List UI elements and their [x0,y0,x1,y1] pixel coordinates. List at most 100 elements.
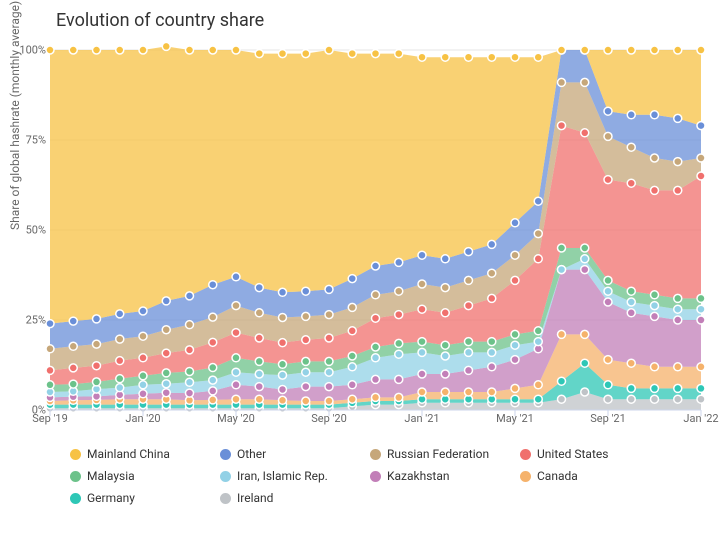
marker[interactable] [255,309,263,317]
marker[interactable] [186,292,194,300]
marker[interactable] [395,339,403,347]
marker[interactable] [395,311,403,319]
marker[interactable] [604,132,612,140]
marker[interactable] [534,327,542,335]
marker[interactable] [534,338,542,346]
marker[interactable] [372,393,380,401]
marker[interactable] [697,122,705,130]
marker[interactable] [372,354,380,362]
marker[interactable] [46,366,54,374]
marker[interactable] [116,310,124,318]
marker[interactable] [511,53,519,61]
marker[interactable] [604,395,612,403]
marker[interactable] [511,384,519,392]
marker[interactable] [697,46,705,54]
marker[interactable] [395,350,403,358]
marker[interactable] [325,397,333,405]
marker[interactable] [302,312,310,320]
marker[interactable] [372,291,380,299]
marker[interactable] [46,381,54,389]
marker[interactable] [488,269,496,277]
marker[interactable] [93,340,101,348]
marker[interactable] [279,313,287,321]
marker[interactable] [162,369,170,377]
marker[interactable] [162,380,170,388]
marker[interactable] [186,389,194,397]
marker[interactable] [162,326,170,334]
marker[interactable] [302,383,310,391]
marker[interactable] [674,158,682,166]
marker[interactable] [418,251,426,259]
marker[interactable] [488,338,496,346]
marker[interactable] [418,370,426,378]
marker[interactable] [651,46,659,54]
marker[interactable] [139,46,147,54]
marker[interactable] [186,378,194,386]
marker[interactable] [604,287,612,295]
marker[interactable] [581,266,589,274]
marker[interactable] [372,314,380,322]
marker[interactable] [604,176,612,184]
marker[interactable] [674,384,682,392]
marker[interactable] [209,281,217,289]
marker[interactable] [581,255,589,263]
marker[interactable] [604,46,612,54]
marker[interactable] [302,50,310,58]
marker[interactable] [488,363,496,371]
marker[interactable] [465,248,473,256]
marker[interactable] [441,370,449,378]
marker[interactable] [581,129,589,137]
marker[interactable] [465,302,473,310]
marker[interactable] [348,363,356,371]
legend-item-iran-islamic-rep-[interactable]: Iran, Islamic Rep. [220,467,370,485]
legend-item-malaysia[interactable]: Malaysia [70,467,220,485]
marker[interactable] [279,288,287,296]
marker[interactable] [139,354,147,362]
marker[interactable] [511,219,519,227]
marker[interactable] [279,360,287,368]
marker[interactable] [255,334,263,342]
marker[interactable] [209,313,217,321]
marker[interactable] [279,396,287,404]
marker[interactable] [395,375,403,383]
marker[interactable] [232,46,240,54]
marker[interactable] [372,343,380,351]
marker[interactable] [209,46,217,54]
legend-item-canada[interactable]: Canada [520,467,670,485]
marker[interactable] [93,315,101,323]
legend-item-united-states[interactable]: United States [520,445,670,463]
marker[interactable] [186,46,194,54]
marker[interactable] [348,275,356,283]
marker[interactable] [209,387,217,395]
marker[interactable] [674,305,682,313]
marker[interactable] [558,266,566,274]
marker[interactable] [325,311,333,319]
marker[interactable] [186,346,194,354]
marker[interactable] [395,287,403,295]
marker[interactable] [255,357,263,365]
marker[interactable] [534,395,542,403]
marker[interactable] [651,186,659,194]
marker[interactable] [209,376,217,384]
marker[interactable] [697,363,705,371]
marker[interactable] [697,154,705,162]
marker[interactable] [418,53,426,61]
marker[interactable] [534,381,542,389]
marker[interactable] [325,285,333,293]
marker[interactable] [93,362,101,370]
marker[interactable] [488,240,496,248]
marker[interactable] [395,393,403,401]
marker[interactable] [627,46,635,54]
marker[interactable] [139,332,147,340]
marker[interactable] [674,186,682,194]
marker[interactable] [255,395,263,403]
marker[interactable] [674,114,682,122]
marker[interactable] [581,330,589,338]
marker[interactable] [93,46,101,54]
marker[interactable] [232,354,240,362]
marker[interactable] [558,122,566,130]
marker[interactable] [441,341,449,349]
marker[interactable] [697,294,705,302]
marker[interactable] [209,364,217,372]
marker[interactable] [418,348,426,356]
